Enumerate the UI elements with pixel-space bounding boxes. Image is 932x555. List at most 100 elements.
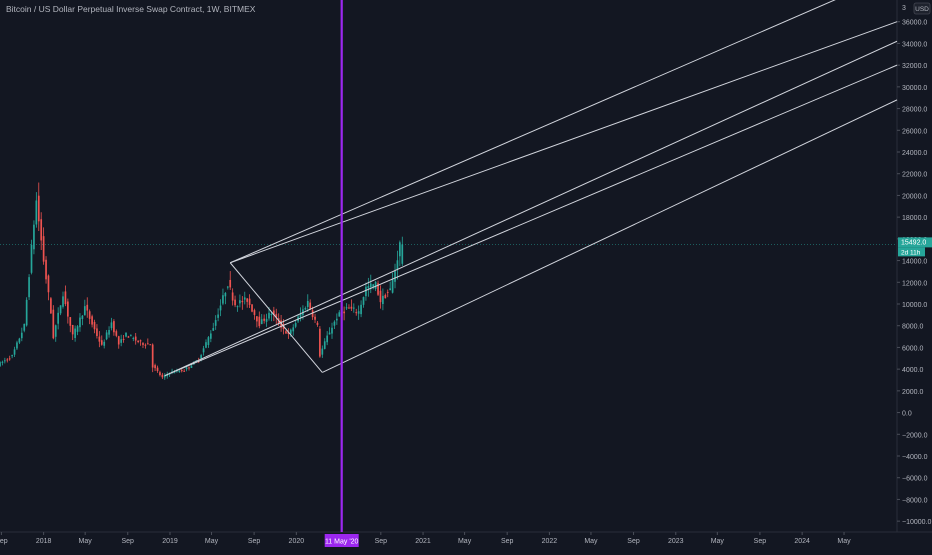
candle-body bbox=[391, 279, 394, 293]
candle-body bbox=[401, 244, 404, 264]
candle-body bbox=[212, 328, 215, 331]
candle-body bbox=[336, 318, 338, 321]
candle-body bbox=[1, 361, 4, 363]
candle-body bbox=[23, 323, 26, 331]
x-tick-label: 2022 bbox=[542, 538, 558, 545]
candle-body bbox=[328, 332, 331, 335]
y-tick-label: 12000.0 bbox=[902, 280, 927, 287]
candle-body bbox=[343, 311, 345, 314]
candle-body bbox=[108, 329, 110, 335]
candle-body bbox=[362, 297, 365, 305]
candle-body bbox=[130, 335, 132, 337]
chart-title: Bitcoin / US Dollar Perpetual Inverse Sw… bbox=[6, 4, 256, 14]
price-scale[interactable] bbox=[897, 0, 932, 550]
y-tick-label: 28000.0 bbox=[902, 107, 927, 114]
candle-body bbox=[64, 291, 67, 305]
candle-body bbox=[79, 317, 81, 328]
candle-body bbox=[76, 326, 79, 332]
candle-body bbox=[144, 344, 147, 346]
channel-line-6[interactable] bbox=[229, 262, 323, 373]
candle-body bbox=[309, 302, 312, 310]
candle-body bbox=[326, 335, 329, 343]
candle-body bbox=[93, 321, 96, 330]
candle-body bbox=[69, 317, 72, 326]
candle-body bbox=[42, 236, 45, 262]
candle-body bbox=[83, 306, 86, 316]
candle-body bbox=[71, 325, 74, 335]
y-tick-label: 4000.0 bbox=[902, 367, 924, 374]
x-tick-label: May bbox=[584, 538, 598, 545]
candle-body bbox=[115, 331, 118, 336]
candle-body bbox=[137, 340, 139, 343]
candle-body bbox=[352, 307, 355, 309]
candle-body bbox=[396, 260, 399, 270]
y-tick-label: 20000.0 bbox=[902, 193, 927, 200]
candle-body bbox=[377, 283, 379, 295]
channel-line-5[interactable] bbox=[322, 99, 898, 373]
candle-body bbox=[13, 349, 16, 355]
y-tick-label: 22000.0 bbox=[902, 172, 927, 179]
candle-body bbox=[338, 312, 341, 317]
candle-body bbox=[226, 286, 229, 288]
x-tick-label: Sep bbox=[248, 538, 261, 545]
candle-body bbox=[11, 355, 13, 357]
candle-body bbox=[50, 298, 52, 314]
candle-body bbox=[81, 315, 84, 319]
candle-body bbox=[54, 325, 57, 337]
x-tick-label: 2021 bbox=[415, 538, 431, 545]
candle-body bbox=[217, 314, 219, 318]
candle-body bbox=[311, 310, 314, 318]
x-tick-label: 2020 bbox=[289, 538, 305, 545]
channel-line-3[interactable] bbox=[164, 40, 898, 377]
candle-body bbox=[246, 298, 249, 302]
x-tick-label: 2023 bbox=[668, 538, 684, 545]
candle-body bbox=[47, 275, 50, 293]
candle-body bbox=[268, 312, 270, 319]
candle-body bbox=[292, 327, 295, 332]
y-tick-label: 18000.0 bbox=[902, 215, 927, 222]
candle-body bbox=[16, 342, 18, 349]
candle-body bbox=[258, 316, 261, 327]
candle-body bbox=[294, 323, 297, 327]
candle-body bbox=[260, 319, 263, 325]
x-tick-label: May bbox=[205, 538, 219, 545]
candle-body bbox=[154, 365, 156, 369]
candle-body bbox=[100, 340, 103, 345]
candle-body bbox=[202, 348, 205, 353]
candle-body bbox=[52, 309, 55, 339]
candle-body bbox=[229, 279, 232, 288]
candle-body bbox=[205, 342, 207, 348]
candle-body bbox=[98, 336, 101, 342]
candle-body bbox=[173, 372, 176, 374]
candle-body bbox=[149, 344, 152, 346]
currency-button[interactable] bbox=[913, 2, 931, 15]
candle-body bbox=[35, 200, 38, 225]
candle-body bbox=[96, 328, 98, 336]
candle-body bbox=[323, 341, 326, 349]
candle-body bbox=[369, 283, 372, 288]
candle-body bbox=[239, 300, 241, 304]
candle-body bbox=[142, 343, 144, 345]
candle-body bbox=[224, 292, 227, 297]
candle-body bbox=[190, 365, 193, 368]
candle-body bbox=[394, 271, 396, 282]
candle-body bbox=[321, 348, 324, 355]
y-tick-label: 30000.0 bbox=[902, 85, 927, 92]
currency-button-label: USD bbox=[915, 6, 929, 13]
candle-body bbox=[350, 306, 353, 309]
candle-body bbox=[30, 244, 33, 273]
candle-body bbox=[161, 374, 164, 378]
x-tick-label: May bbox=[711, 538, 725, 545]
channel-line-2[interactable] bbox=[230, 21, 898, 264]
candle-body bbox=[241, 300, 244, 303]
candle-body bbox=[207, 337, 210, 345]
last-price-label: 15492.0 bbox=[901, 239, 926, 246]
channel-line-1[interactable] bbox=[230, 0, 897, 264]
candle-body bbox=[219, 305, 222, 311]
channel-line-4[interactable] bbox=[164, 64, 898, 377]
candle-body bbox=[314, 316, 316, 320]
y-tick-label: 8000.0 bbox=[902, 324, 924, 331]
candle-body bbox=[86, 304, 89, 311]
